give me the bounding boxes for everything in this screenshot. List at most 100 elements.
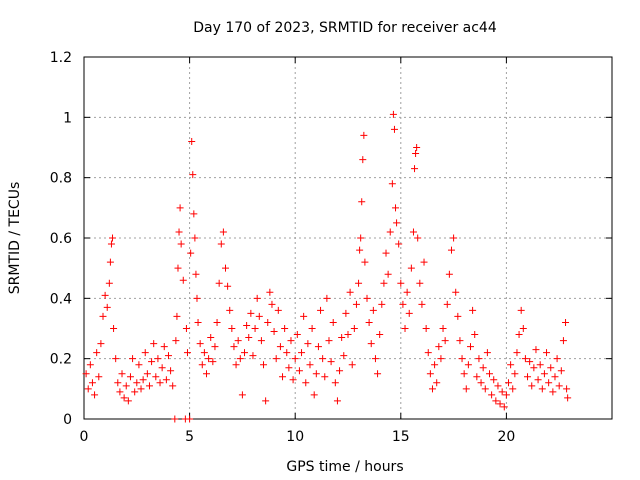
data-point	[143, 370, 151, 378]
data-point	[226, 306, 234, 314]
data-point	[192, 270, 200, 278]
data-point	[114, 379, 122, 387]
data-point	[486, 370, 494, 378]
data-point	[350, 325, 358, 332]
data-point	[295, 367, 303, 375]
data-point	[450, 234, 458, 242]
data-point	[105, 279, 113, 287]
data-point	[524, 373, 532, 381]
data-point	[207, 334, 215, 342]
data-point	[133, 379, 141, 387]
data-point	[103, 303, 111, 311]
data-point	[355, 279, 363, 287]
data-point	[107, 240, 115, 248]
data-point	[319, 355, 327, 363]
data-point	[202, 370, 210, 378]
data-point	[505, 379, 513, 387]
data-point	[139, 376, 147, 384]
data-point	[496, 400, 504, 408]
data-point	[466, 343, 474, 351]
data-point	[131, 388, 139, 396]
y-tick-label: 1	[63, 110, 72, 126]
data-point	[306, 361, 314, 369]
data-point	[205, 355, 213, 363]
data-point	[553, 355, 561, 363]
data-point	[481, 385, 489, 393]
data-point	[268, 300, 276, 308]
data-point	[298, 349, 306, 357]
data-point	[189, 171, 197, 179]
data-point	[376, 331, 384, 339]
data-point	[517, 306, 525, 314]
data-point	[230, 343, 238, 351]
data-point	[266, 288, 274, 296]
data-point	[182, 325, 190, 332]
data-point	[191, 234, 199, 242]
data-point	[112, 355, 120, 363]
y-tick-label: 0.8	[50, 171, 72, 187]
data-point	[555, 382, 563, 390]
data-point	[327, 358, 335, 366]
y-tick-label: 0	[63, 412, 72, 428]
data-point	[536, 361, 544, 369]
data-point	[291, 355, 299, 363]
data-point	[401, 325, 409, 332]
data-point	[422, 325, 430, 332]
data-point	[380, 279, 388, 287]
data-point	[431, 361, 439, 369]
data-point	[399, 300, 407, 308]
data-point	[426, 370, 434, 378]
data-point	[502, 391, 510, 399]
data-point	[101, 291, 109, 299]
data-point	[460, 370, 468, 378]
data-point	[124, 397, 132, 405]
data-point	[253, 294, 261, 302]
data-point	[519, 325, 527, 332]
data-point	[198, 361, 206, 369]
data-point	[395, 240, 403, 248]
data-points	[82, 110, 572, 423]
data-point	[95, 373, 103, 381]
data-point	[507, 361, 515, 369]
data-point	[412, 150, 420, 158]
data-point	[390, 125, 398, 133]
data-point	[215, 279, 223, 287]
data-point	[464, 361, 472, 369]
data-point	[424, 349, 432, 357]
data-point	[543, 349, 551, 357]
data-point	[287, 337, 295, 345]
data-point	[169, 382, 177, 390]
grid-lines	[84, 57, 612, 419]
data-point	[511, 370, 519, 378]
data-point	[413, 144, 421, 151]
data-point	[314, 343, 322, 351]
data-point	[120, 394, 128, 402]
y-axis-label: SRMTID / TECUs	[7, 182, 23, 295]
data-point	[492, 397, 500, 405]
data-point	[441, 337, 449, 345]
y-tick-label: 0.6	[50, 231, 72, 247]
data-point	[260, 361, 268, 369]
data-point	[272, 355, 280, 363]
x-axis-label: GPS time / hours	[286, 459, 403, 475]
data-point	[369, 306, 377, 314]
data-point	[439, 325, 447, 332]
data-point	[473, 373, 481, 381]
data-point	[348, 361, 356, 369]
data-point	[176, 204, 184, 212]
data-point	[84, 385, 92, 393]
data-point	[167, 367, 175, 375]
data-point	[361, 258, 369, 266]
data-point	[447, 246, 455, 254]
data-point	[521, 355, 529, 363]
data-point	[367, 340, 375, 348]
data-point	[200, 349, 208, 357]
data-point	[551, 373, 559, 381]
data-point	[475, 355, 483, 363]
data-point	[193, 294, 201, 302]
x-tick-label: 15	[392, 429, 410, 445]
data-point	[145, 382, 153, 390]
data-point	[344, 331, 352, 339]
data-point	[333, 397, 341, 405]
data-point	[262, 397, 270, 405]
